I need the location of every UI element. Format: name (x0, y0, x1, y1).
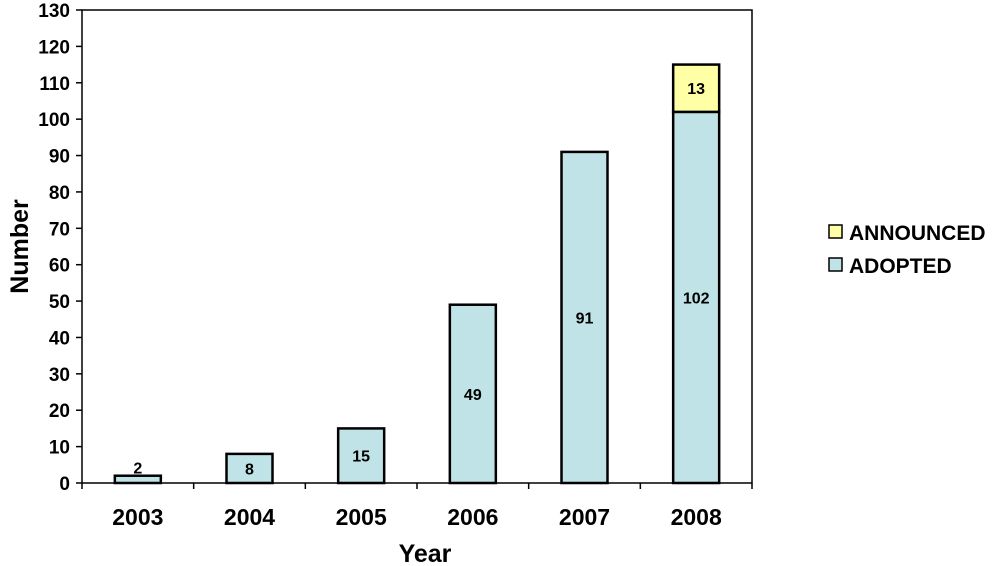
bar-adopted-2007 (560, 150, 609, 485)
bar-announced-2008 (671, 63, 721, 114)
y-tick-label: 100 (38, 110, 70, 131)
bar-adopted-2006 (448, 303, 498, 485)
legend-swatch-announced (828, 224, 843, 239)
x-tick-label: 2004 (224, 504, 275, 530)
y-tick-label: 30 (49, 365, 70, 386)
y-tick-label: 90 (49, 147, 70, 168)
data-label-adopted-2005: 15 (352, 449, 370, 466)
data-label-adopted-2003: 2 (133, 461, 142, 478)
data-label-adopted-2007: 91 (576, 310, 594, 327)
data-label-adopted-2008: 102 (683, 290, 710, 307)
plot-area-frame (81, 9, 753, 484)
y-tick-label: 20 (49, 401, 70, 422)
y-tick-label: 110 (39, 74, 70, 95)
y-tick-label: 60 (49, 256, 70, 277)
legend-swatch-adopted (828, 257, 843, 272)
data-label-adopted-2006: 49 (464, 387, 482, 404)
data-label-adopted-2004: 8 (245, 461, 254, 478)
x-tick-label: 2005 (336, 504, 387, 530)
y-tick-label: 130 (38, 1, 70, 22)
x-axis-title: Year (399, 540, 452, 566)
bar-adopted-2004 (225, 452, 274, 485)
y-axis-ticks: 0 10 20 30 40 50 60 70 80 90 100 110 120 130 (38, 1, 82, 495)
y-tick-label: 80 (49, 183, 70, 204)
x-tick-label: 2006 (447, 504, 498, 530)
y-tick-label: 0 (59, 474, 70, 495)
y-tick-label: 120 (38, 37, 70, 58)
y-tick-label: 40 (49, 328, 70, 349)
x-tick-label: 2008 (671, 504, 722, 530)
y-tick-label: 50 (49, 292, 70, 313)
bar-adopted-2008 (671, 110, 721, 485)
data-label-announced-2008: 13 (687, 81, 705, 98)
legend-label-adopted: ADOPTED (849, 255, 952, 278)
y-axis-title: Number (6, 199, 34, 294)
legend: ANNOUNCED ADOPTED (828, 222, 986, 278)
x-tick-label: 2007 (559, 504, 610, 530)
legend-label-announced: ANNOUNCED (849, 222, 986, 245)
x-axis-ticks: 2003 2004 2005 2006 2007 2008 (81, 483, 753, 530)
bars: 2 8 15 49 91 102 13 (113, 63, 721, 485)
x-tick-label: 2003 (112, 504, 163, 530)
y-tick-label: 70 (49, 219, 70, 240)
y-tick-label: 10 (49, 438, 70, 459)
